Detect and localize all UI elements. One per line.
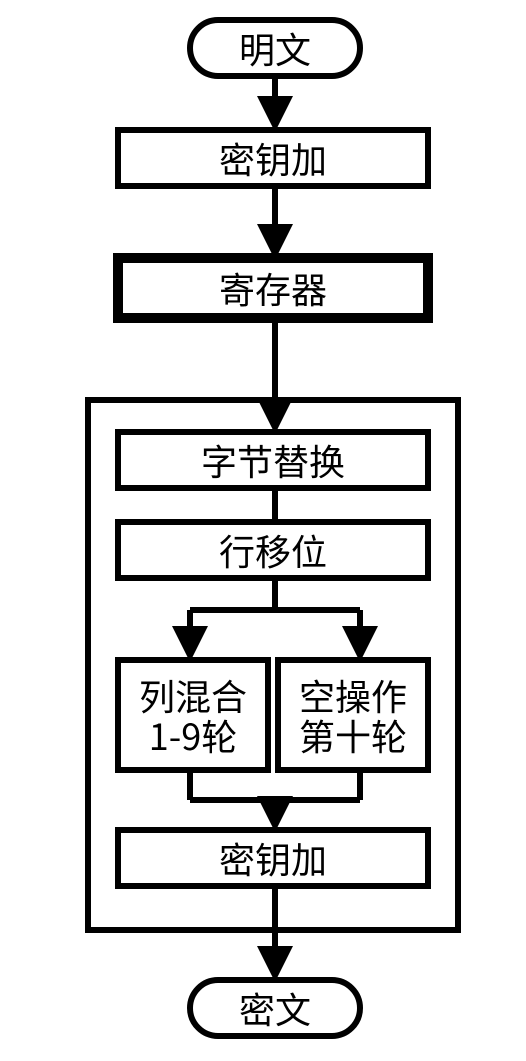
- node-register: 寄存器: [118, 258, 428, 318]
- node-addkey1: 密钥加: [118, 130, 428, 186]
- shiftrows-label: 行移位: [219, 524, 327, 576]
- node-noop: 空操作第十轮: [278, 660, 428, 770]
- addkey2-label: 密钥加: [219, 832, 327, 884]
- plaintext-label: 明文: [239, 22, 311, 74]
- addkey1-label: 密钥加: [219, 132, 327, 184]
- flowchart-diagram: 明文密钥加寄存器字节替换行移位列混合1-9轮空操作第十轮密钥加密文: [0, 0, 526, 1061]
- ciphertext-label: 密文: [239, 982, 311, 1034]
- node-subbytes: 字节替换: [118, 432, 428, 488]
- subbytes-label: 字节替换: [201, 434, 345, 486]
- node-addkey2: 密钥加: [118, 830, 428, 886]
- register-label: 寄存器: [219, 262, 327, 314]
- node-ciphertext: 密文: [190, 980, 360, 1036]
- noop-l2-label: 第十轮: [299, 709, 407, 761]
- mixcols-l2-label: 1-9轮: [149, 709, 237, 761]
- node-plaintext: 明文: [190, 20, 360, 76]
- node-shiftrows: 行移位: [118, 522, 428, 578]
- node-mixcols: 列混合1-9轮: [118, 660, 268, 770]
